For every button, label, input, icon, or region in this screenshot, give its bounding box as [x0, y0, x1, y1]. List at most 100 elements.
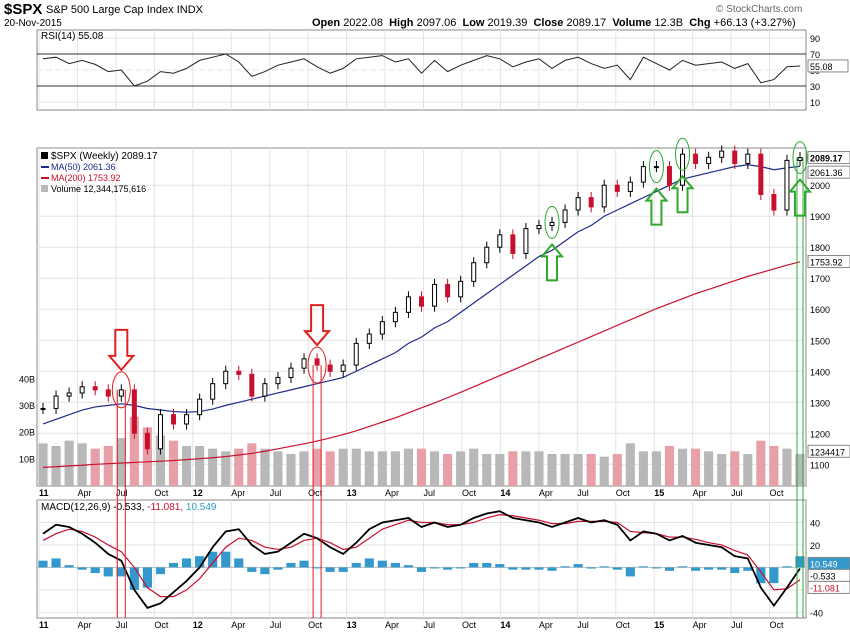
- price-bar-body: [471, 262, 477, 282]
- volume-bar: [495, 454, 505, 486]
- macd-hist-bar: [443, 567, 453, 570]
- macd-hist-bar: [521, 567, 531, 570]
- price-bar-body: [79, 386, 85, 394]
- macd-hist-bar: [364, 558, 374, 568]
- price-bar-body: [131, 389, 137, 434]
- volume-bar: [273, 451, 283, 486]
- macd-value-tag-text: 10.549: [810, 559, 838, 569]
- price-bar-body: [445, 283, 451, 298]
- macd-hist-bar: [469, 562, 479, 568]
- macd-hist-bar: [234, 558, 244, 568]
- high-value: 2097.06: [416, 17, 457, 29]
- macd-hist-bar: [90, 567, 100, 574]
- close-tag: [807, 151, 850, 165]
- green-ellipse: [792, 141, 808, 175]
- volume-bar: [508, 451, 518, 486]
- macd-hist-bar: [495, 564, 505, 568]
- red-down-arrow: [107, 328, 136, 372]
- macd-hist-bar: [717, 567, 727, 570]
- macd-hist-bar: [429, 567, 440, 569]
- volume-y-tick: 10B: [19, 454, 35, 464]
- price-bar-body: [405, 296, 411, 313]
- open-value: 2022.08: [343, 17, 383, 29]
- macd-hist-bar: [247, 567, 257, 572]
- x-tick-label-macd: 12: [193, 620, 203, 630]
- green-up-arrow: [539, 242, 565, 282]
- price-bar-body: [392, 311, 398, 323]
- price-bar-body: [601, 184, 607, 208]
- volume-bar: [312, 448, 322, 486]
- volume-bar: [547, 454, 557, 486]
- macd-hist-bar: [704, 567, 714, 570]
- volume-bar: [625, 443, 635, 486]
- x-tick-label-price: 14: [500, 488, 510, 498]
- macd-legend: MACD(12,26,9) -0.533, -11.081, 10.549: [41, 502, 217, 513]
- volume-bar: [142, 427, 152, 486]
- chg-value: +66.13 (+3.27%): [713, 17, 796, 29]
- macd-hist-bar: [208, 551, 218, 568]
- price-bar-body: [784, 159, 790, 211]
- rsi-legend: RSI(14) 55.08: [41, 31, 104, 42]
- price-bar-body: [588, 197, 594, 208]
- green-ellipse: [544, 205, 560, 239]
- rsi-y-tick: 10: [810, 98, 820, 108]
- rsi-y-tick: 70: [810, 50, 820, 60]
- price-y-tick: 1600: [810, 305, 830, 315]
- volume-bar: [769, 446, 779, 486]
- macd-hist-bar: [599, 566, 609, 568]
- price-bar-body: [275, 376, 281, 385]
- macd-hist-bar: [182, 558, 192, 568]
- macd-hist-bar: [64, 565, 74, 568]
- x-tick-label-macd: Oct: [770, 620, 785, 630]
- volume-bar: [299, 451, 309, 486]
- volume-bar: [325, 451, 335, 486]
- price-bar-body: [497, 234, 503, 248]
- price-bar-body: [40, 407, 46, 410]
- volume-bar: [586, 454, 596, 486]
- green-up-arrow: [644, 187, 669, 226]
- price-bar-body: [510, 234, 516, 254]
- macd-hist-bar: [390, 562, 400, 568]
- macd-hist-bar: [456, 567, 466, 569]
- volume-y-tick: 40B: [19, 374, 35, 384]
- price-bar-body: [484, 246, 490, 264]
- price-y-tick: 1700: [810, 274, 830, 284]
- volume-bar: [247, 443, 257, 486]
- price-bar-body: [432, 283, 438, 307]
- price-bar-body: [523, 228, 529, 254]
- stockcharts-credit[interactable]: © StockCharts.com: [716, 4, 803, 15]
- macd-hist-bar: [51, 558, 61, 568]
- volume-bar: [469, 448, 479, 486]
- open-label: Open: [312, 17, 341, 29]
- price-bar-body: [732, 150, 738, 165]
- macd-hist-bar: [508, 567, 518, 570]
- volume-bar: [351, 448, 361, 486]
- volume-bar: [208, 448, 218, 486]
- ma200-tag-text: 1753.92: [810, 258, 843, 268]
- price-legend: $SPX (Weekly) 2089.17: [51, 151, 158, 162]
- volume-bar: [638, 451, 648, 486]
- price-bar-body: [197, 398, 203, 416]
- price-bar-body: [184, 414, 190, 425]
- green-up-arrow: [670, 174, 695, 214]
- macd-hist-bar: [221, 551, 231, 568]
- volume-bar: [116, 438, 126, 486]
- green-ellipse: [648, 150, 664, 184]
- price-bar-body: [236, 370, 242, 375]
- volume-bar: [717, 454, 727, 486]
- volume-bar: [664, 446, 675, 486]
- volume-tag: [807, 444, 850, 458]
- ma50-tag-text: 2061.36: [810, 168, 843, 178]
- x-tick-label-macd: Jul: [424, 620, 436, 630]
- price-bar-body: [157, 414, 163, 450]
- close-label: Close: [533, 17, 564, 29]
- x-tick-label-macd: Oct: [616, 620, 631, 630]
- rsi-y-tick: 90: [810, 34, 820, 44]
- x-tick-label-price: Jul: [731, 488, 743, 498]
- macd-hist-bar: [638, 566, 648, 568]
- volume-legend-swatch: [41, 185, 48, 192]
- chg-label: Chg: [689, 17, 711, 29]
- volume-bar: [260, 448, 270, 486]
- x-tick-label-price: Apr: [231, 488, 245, 498]
- x-tick-label-price: Oct: [154, 488, 169, 498]
